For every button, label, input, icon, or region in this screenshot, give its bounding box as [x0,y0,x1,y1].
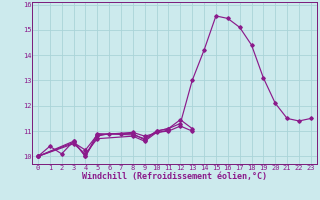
X-axis label: Windchill (Refroidissement éolien,°C): Windchill (Refroidissement éolien,°C) [82,172,267,181]
